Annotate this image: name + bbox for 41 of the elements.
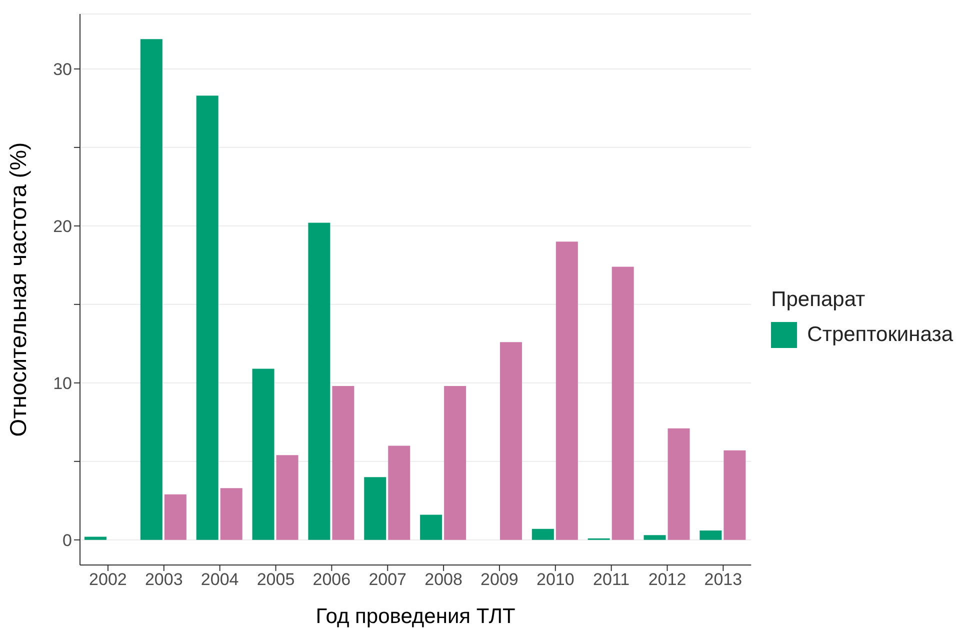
y-tick-label: 10	[53, 374, 72, 393]
bar	[556, 242, 578, 540]
y-axis-title: Относительная частота (%)	[5, 142, 32, 437]
bar	[612, 266, 634, 540]
y-tick-label: 30	[53, 60, 72, 79]
bar	[668, 428, 690, 540]
bar	[500, 342, 522, 540]
bar	[252, 368, 274, 540]
bar	[220, 488, 242, 540]
bar	[140, 39, 162, 540]
legend-title: Препарат	[771, 288, 866, 312]
bar	[532, 528, 554, 540]
x-tick-label: 2010	[536, 570, 574, 590]
y-tick-label: 20	[53, 216, 72, 236]
x-tick-label: 2005	[256, 570, 295, 590]
y-tick-label: 0	[62, 530, 72, 550]
x-tick-label: 2008	[424, 570, 462, 590]
x-tick-label: 2004	[200, 570, 239, 590]
x-axis-title: Год проведения ТЛТ	[316, 605, 516, 628]
x-tick-label: 2002	[89, 570, 127, 590]
x-tick-label: 2006	[312, 570, 351, 590]
bar	[724, 450, 746, 540]
bar	[196, 96, 218, 540]
x-tick-label: 2013	[704, 570, 742, 590]
bar	[700, 530, 722, 540]
x-tick-label: 2012	[648, 570, 686, 590]
bar	[84, 536, 106, 540]
bar	[332, 386, 354, 540]
legend-label: Стрептокиназа	[806, 322, 953, 348]
x-tick-label: 2007	[368, 570, 407, 590]
bar	[388, 446, 410, 540]
bar	[364, 477, 386, 540]
bar	[164, 494, 186, 540]
bar	[444, 386, 466, 540]
bar	[644, 535, 666, 540]
bar	[420, 514, 442, 540]
bar	[276, 455, 298, 540]
x-tick-label: 2009	[480, 570, 518, 590]
bar	[308, 222, 330, 540]
x-tick-label: 2003	[144, 570, 183, 590]
x-tick-label: 2011	[593, 570, 630, 590]
